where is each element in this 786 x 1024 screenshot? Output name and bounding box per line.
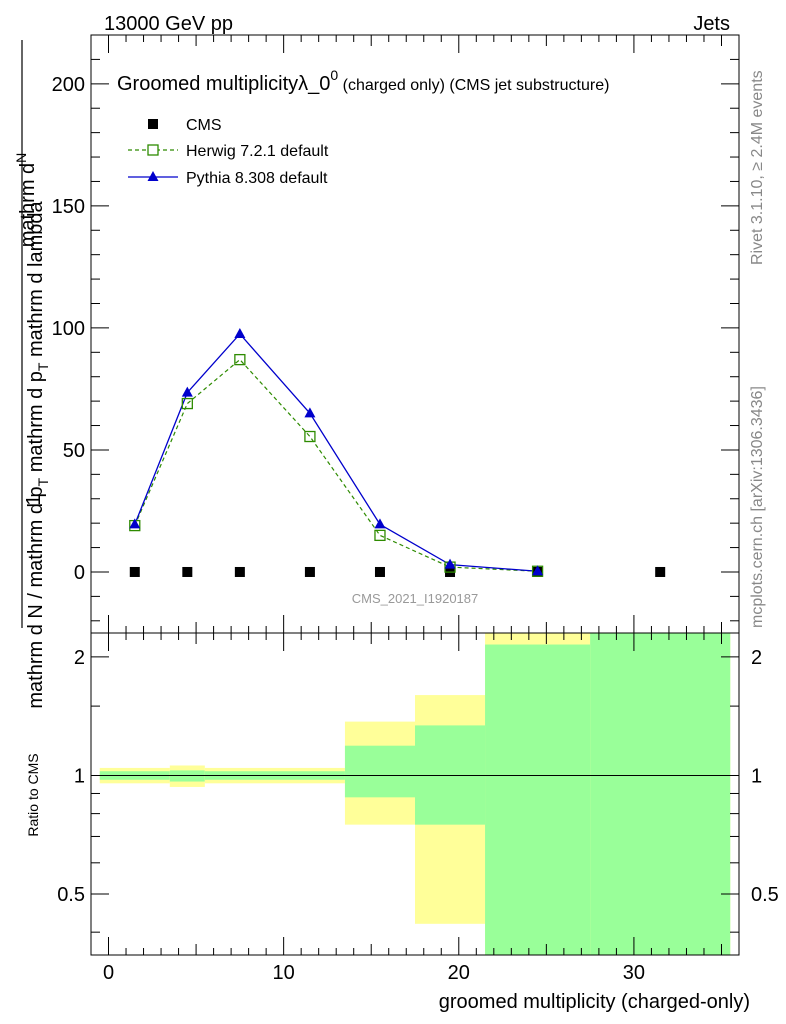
ratio-xtick-label-1: 10 — [273, 962, 295, 984]
ylabel-numerator: 1 — [23, 494, 45, 505]
pythia-point — [129, 518, 141, 529]
pythia-point — [181, 386, 193, 397]
ratio-ytick-label-right-0: 0.5 — [751, 884, 779, 906]
legend-cms-marker — [148, 119, 158, 129]
plot-title-tail: (charged only) (CMS jet substructure) — [338, 77, 609, 94]
ratio-xtick-label-3: 30 — [623, 962, 645, 984]
pythia-point — [374, 518, 386, 529]
ratio-ytick-label-left-1: 1 — [74, 765, 85, 787]
pythia-point — [234, 328, 246, 338]
cms-point — [234, 566, 245, 577]
ratio-frame — [90, 632, 740, 956]
ratio-ytick-label-right-2: 2 — [751, 647, 762, 669]
ratio-band-green-1 — [169, 770, 205, 782]
ratio-band-green-6 — [590, 633, 731, 955]
ratio-band-green-5 — [485, 644, 591, 955]
analysis-id: CMS_2021_I1920187 — [352, 591, 479, 606]
pythia-point — [444, 558, 456, 569]
header-left: 13000 GeV pp — [104, 13, 233, 35]
plot-title: Groomed multiplicityλ_00 (charged only) … — [117, 67, 609, 95]
plot-title-sup: 0 — [330, 67, 338, 83]
ylabel-bottom-b: mathrm d p — [25, 371, 47, 478]
pythia-point — [304, 407, 316, 418]
legend-pythia-label: Pythia 8.308 default — [186, 170, 328, 187]
header-right: Jets — [693, 13, 730, 35]
ratio-ytick-label-left-0: 0.5 — [57, 884, 85, 906]
main-axes: 0 50 100 150 200 — [52, 34, 739, 633]
ylabel-one: 1 — [23, 494, 45, 505]
ratio-xtick-label-0: 0 — [103, 962, 114, 984]
ratio-band-green-3 — [344, 745, 415, 798]
herwig-point — [374, 529, 386, 542]
ylabel-top-tail: N — [13, 153, 29, 163]
main-ytick-label-2: 100 — [52, 318, 85, 340]
herwig-line — [134, 358, 538, 572]
pythia-point — [532, 565, 544, 576]
cms-point — [374, 566, 385, 577]
ylabel-bottom-sub2: T — [35, 362, 51, 371]
ratio-ytick-label-left-2: 2 — [74, 647, 85, 669]
mcplots-label: mcplots.cern.ch [arXiv:1306.3436] — [749, 386, 766, 628]
herwig-point — [181, 397, 193, 410]
plot-title-main: Groomed multiplicityλ_0 — [117, 73, 330, 95]
herwig-point — [304, 430, 316, 443]
legend-herwig-marker — [147, 144, 159, 156]
cms-point — [304, 566, 315, 577]
xlabel: groomed multiplicity (charged-only) — [439, 991, 750, 1013]
cms-point — [655, 566, 666, 577]
herwig-point — [234, 353, 246, 366]
rivet-label: Rivet 3.1.10, ≥ 2.4M events — [749, 70, 766, 265]
series-layer — [129, 328, 666, 577]
ylabel-bottom-sub: T — [35, 477, 51, 486]
legend-pythia-marker — [147, 171, 159, 181]
ylabel-bottom-a: mathrm d N / mathrm d p — [25, 486, 47, 708]
main-ytick-label-1: 50 — [63, 440, 85, 462]
ylabel-bottom-c: mathrm d lambda — [25, 200, 47, 362]
legend-cms-label: CMS — [186, 117, 222, 134]
ratio-bands — [91, 633, 739, 955]
ylabel-bottom: mathrm d N / mathrm d pT mathrm d pT mat… — [25, 200, 51, 708]
main-ytick-label-0: 0 — [74, 562, 85, 584]
ratio-ytick-label-right-1: 1 — [751, 765, 762, 787]
legend-herwig-label: Herwig 7.2.1 default — [186, 143, 329, 160]
legend: CMS Herwig 7.2.1 default Pythia 8.308 de… — [128, 117, 329, 187]
main-ytick-label-4: 200 — [52, 74, 85, 96]
pythia-line — [134, 333, 538, 572]
ratio-xtick-label-2: 20 — [448, 962, 470, 984]
main-ylabel: 1 mathrm dN mathrm d N / mathrm d pT mat… — [13, 40, 51, 709]
cms-point — [182, 566, 193, 577]
cms-point — [129, 566, 140, 577]
ratio-axes: 0 10 20 30 0.5 0.5 1 1 2 2 — [57, 633, 779, 984]
ratio-ylabel: Ratio to CMS — [25, 753, 41, 836]
main-ytick-label-3: 150 — [52, 196, 85, 218]
